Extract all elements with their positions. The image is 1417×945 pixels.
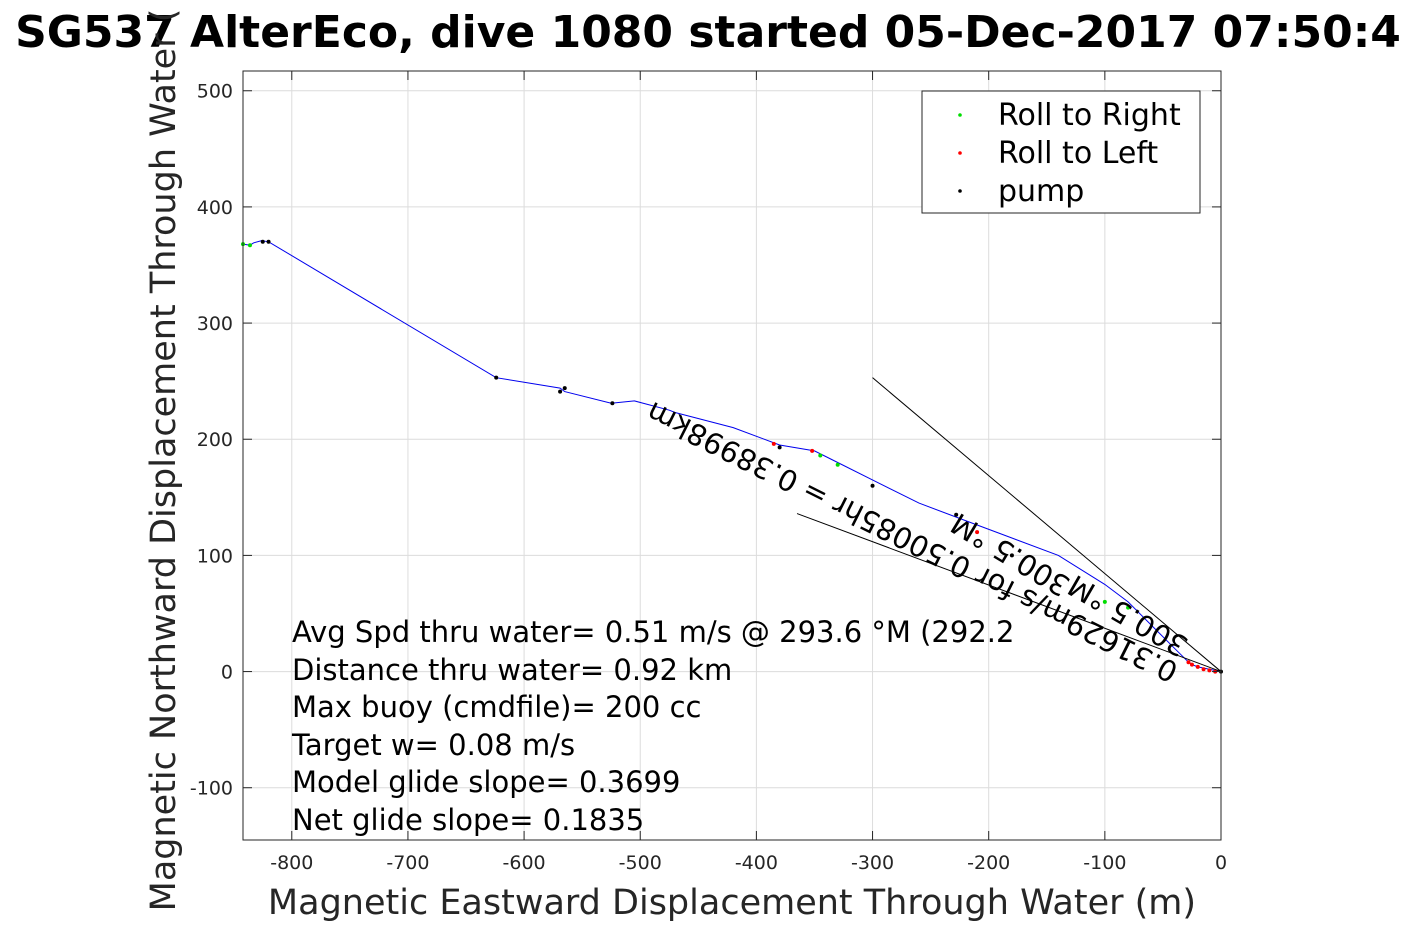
annotation-group — [796, 377, 1222, 673]
track-line — [242, 240, 1222, 673]
stat-avg-speed: Avg Spd thru water= 0.51 m/s @ 293.6 °M … — [292, 615, 1014, 649]
data-point — [1201, 667, 1206, 672]
data-point — [562, 386, 567, 391]
data-point — [870, 483, 875, 488]
y-tick-label: 100 — [197, 545, 233, 567]
legend-label-roll-left: Roll to Left — [998, 136, 1158, 171]
data-point — [1186, 660, 1191, 665]
y-tick-label: 200 — [197, 429, 233, 451]
x-tick-label: -400 — [735, 852, 778, 874]
axes-box — [242, 70, 1222, 841]
stat-max-buoy: Max buoy (cmdfile)= 200 cc — [292, 690, 701, 724]
data-point — [1189, 662, 1194, 667]
x-tick-label: -700 — [386, 852, 429, 874]
y-tick-label: 300 — [197, 313, 233, 335]
x-tick-label: -800 — [270, 852, 313, 874]
data-point — [771, 441, 776, 446]
stat-target-w: Target w= 0.08 m/s — [291, 728, 575, 762]
x-tick-label: -200 — [967, 852, 1010, 874]
legend-box — [921, 90, 1201, 214]
data-point — [1102, 599, 1107, 604]
x-axis-label: Magnetic Eastward Displacement Through W… — [268, 883, 1196, 923]
data-point — [1207, 668, 1212, 673]
y-tick-label: 0 — [221, 662, 233, 684]
current-vector-line — [872, 377, 1222, 672]
x-tick-label: -100 — [1083, 852, 1126, 874]
data-point — [975, 530, 980, 535]
stat-distance: Distance thru water= 0.92 km — [292, 653, 732, 687]
x-tick-label: -500 — [619, 852, 662, 874]
y-tick-label: 400 — [197, 197, 233, 219]
y-axis-label: Magnetic Northward Displacement Through … — [144, 9, 184, 912]
data-point — [835, 462, 840, 467]
stats-block: Avg Spd thru water= 0.51 m/s @ 293.6 °M … — [291, 615, 1014, 837]
data-point — [1126, 605, 1131, 610]
stat-net-glide: Net glide slope= 0.1835 — [292, 803, 644, 837]
data-point — [247, 243, 252, 248]
data-point — [610, 401, 615, 406]
data-point — [1195, 664, 1200, 669]
x-tick-label: -300 — [851, 852, 894, 874]
legend-marker-roll-right — [958, 113, 962, 117]
y-tick-label: 500 — [197, 81, 233, 103]
series-group — [241, 239, 1223, 674]
legend-label-roll-right: Roll to Right — [998, 98, 1181, 133]
data-point — [260, 239, 265, 244]
x-tick-label: 0 — [1215, 852, 1227, 874]
x-tick-label: -600 — [503, 852, 546, 874]
y-tick-label: -100 — [190, 778, 233, 800]
chart-title: SG537 AlterEco, dive 1080 started 05-Dec… — [15, 7, 1401, 58]
legend-marker-pump — [958, 189, 962, 193]
ticks: -800 -700 -600 -500 -400 -300 -200 -100 0 -100 0 10… — [190, 71, 1227, 874]
data-point — [818, 453, 823, 458]
stat-model-glide: Model glide slope= 0.3699 — [292, 765, 680, 799]
current-vector-line — [796, 513, 1222, 673]
legend: Roll to Right Roll to Left pump — [921, 90, 1201, 214]
legend-label-pump: pump — [998, 174, 1084, 209]
data-point — [777, 445, 782, 450]
data-point — [494, 375, 499, 380]
data-point — [558, 389, 563, 394]
data-point — [266, 239, 271, 244]
data-point — [1009, 553, 1014, 558]
data-point — [954, 512, 959, 517]
legend-marker-roll-left — [958, 151, 962, 155]
data-point — [810, 448, 815, 453]
